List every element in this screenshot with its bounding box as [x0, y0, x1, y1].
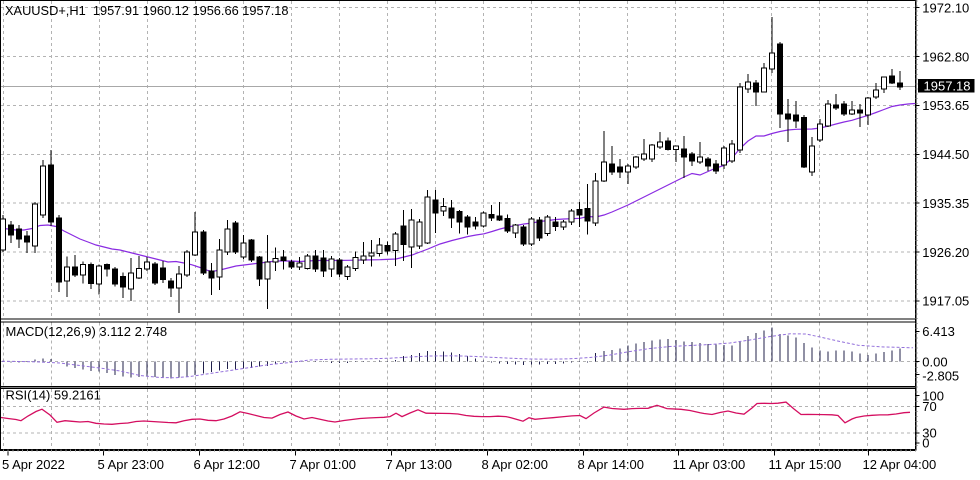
svg-text:7 Apr 01:00: 7 Apr 01:00 [290, 457, 357, 472]
svg-text:1935.35: 1935.35 [922, 196, 969, 211]
svg-text:1962.80: 1962.80 [922, 49, 969, 64]
svg-text:8 Apr 14:00: 8 Apr 14:00 [578, 457, 645, 472]
svg-text:1944.50: 1944.50 [922, 147, 969, 162]
svg-text:1953.65: 1953.65 [922, 98, 969, 113]
svg-text:70: 70 [922, 399, 936, 414]
svg-text:8 Apr 02:00: 8 Apr 02:00 [482, 457, 549, 472]
svg-text:6 Apr 12:00: 6 Apr 12:00 [194, 457, 261, 472]
svg-text:-2.805: -2.805 [922, 368, 959, 383]
svg-text:5 Apr 23:00: 5 Apr 23:00 [98, 457, 165, 472]
svg-text:1957.18: 1957.18 [924, 79, 971, 94]
svg-text:1972.10: 1972.10 [922, 0, 969, 15]
svg-text:0.00: 0.00 [922, 354, 947, 369]
svg-text:100: 100 [922, 388, 944, 403]
svg-text:12 Apr 04:00: 12 Apr 04:00 [863, 457, 937, 472]
svg-text:1917.05: 1917.05 [922, 294, 969, 309]
svg-text:11 Apr 03:00: 11 Apr 03:00 [673, 457, 746, 472]
svg-text:RSI(14) 59.2161: RSI(14) 59.2161 [6, 388, 101, 403]
svg-text:7 Apr 13:00: 7 Apr 13:00 [386, 457, 453, 472]
svg-text:MACD(12,26,9) 3.112 2.748: MACD(12,26,9) 3.112 2.748 [6, 324, 168, 339]
svg-text:0: 0 [922, 436, 929, 451]
svg-text:11 Apr 15:00: 11 Apr 15:00 [769, 457, 842, 472]
svg-text:XAUUSD+,H1 1957.91 1960.12 19: XAUUSD+,H1 1957.91 1960.12 1956.66 1957.… [5, 3, 289, 18]
svg-text:1926.20: 1926.20 [922, 245, 969, 260]
svg-text:30: 30 [922, 426, 936, 441]
svg-text:5 Apr 2022: 5 Apr 2022 [2, 457, 65, 472]
svg-text:6.413: 6.413 [922, 324, 955, 339]
